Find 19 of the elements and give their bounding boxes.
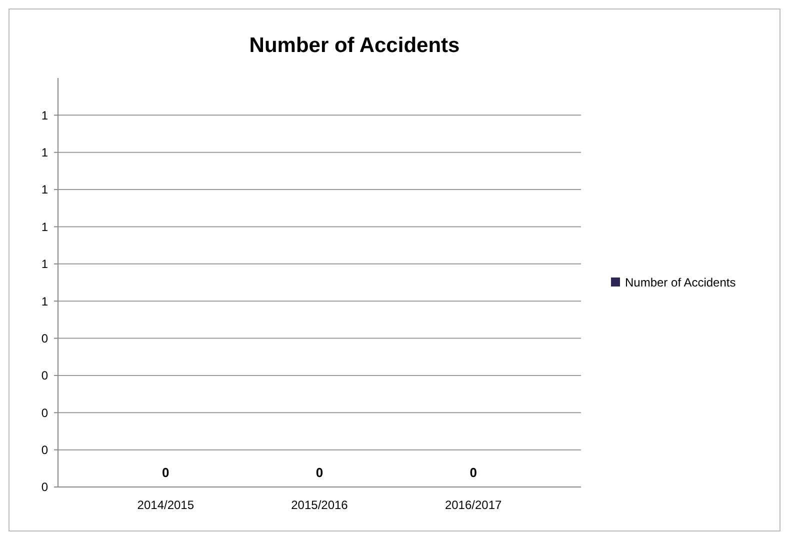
x-tick-label: 2015/2016 — [291, 498, 348, 512]
y-tick-label: 0 — [41, 443, 48, 458]
x-tick-label: 2014/2015 — [137, 498, 194, 512]
y-tick-label: 0 — [41, 331, 48, 346]
data-label: 0 — [162, 465, 170, 480]
data-label: 0 — [470, 465, 477, 480]
y-tick-label: 0 — [41, 480, 48, 494]
y-tick-label: 0 — [41, 406, 48, 420]
y-tick-label: 1 — [41, 108, 48, 122]
y-tick-label: 1 — [41, 182, 48, 197]
y-tick-label: 1 — [41, 257, 48, 272]
x-tick-label: 2016/2017 — [444, 498, 502, 512]
y-tick-label: 0 — [41, 368, 48, 383]
y-tick-label: 1 — [41, 220, 48, 234]
y-tick-label: 1 — [41, 146, 48, 160]
y-tick-label: 1 — [41, 294, 48, 308]
chart-title: Number of Accidents — [249, 34, 460, 57]
data-label: 0 — [316, 465, 324, 480]
legend-label: Number of Accidents — [625, 276, 736, 290]
